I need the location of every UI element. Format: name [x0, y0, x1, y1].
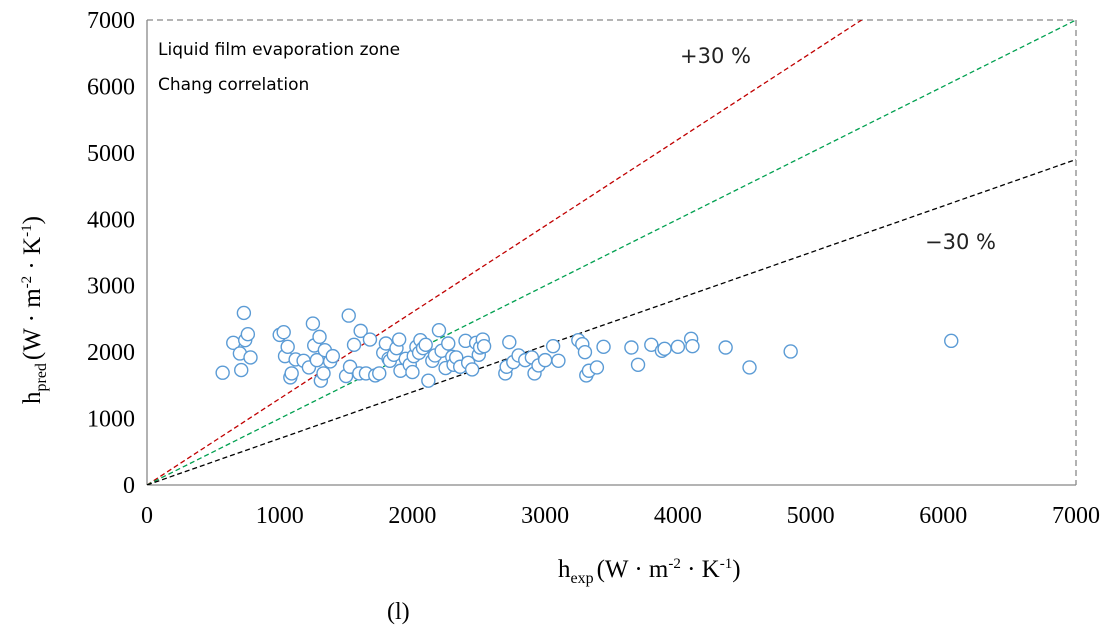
minus-30-label: −30 % [925, 230, 996, 254]
x-axis-title-close: ) [732, 556, 740, 583]
data-points [215, 305, 959, 388]
data-point-92 [630, 357, 646, 372]
y-axis-title: hpred (W · m-2 · K-1) [19, 216, 50, 404]
y-tick-label-4: 4000 [87, 207, 135, 233]
x-axis-title-base: h [558, 556, 571, 583]
data-point-11 [280, 339, 295, 355]
x-axis-title-sub: exp [571, 570, 594, 587]
data-point-99 [718, 340, 733, 355]
data-point-101 [783, 344, 798, 359]
data-point-46 [405, 364, 420, 380]
data-point-71 [476, 338, 492, 354]
x-tick-label-4: 4000 [654, 503, 702, 529]
x-tick-label-5: 5000 [787, 503, 835, 529]
data-point-33 [362, 332, 378, 347]
data-point-0 [215, 365, 230, 380]
x-tick-label-0: 0 [141, 503, 153, 529]
y-axis-title-exp1: -2 [19, 276, 35, 289]
data-point-27 [341, 308, 356, 323]
x-tick-label-2: 2000 [388, 503, 436, 529]
plus-30-label: +30 % [680, 44, 751, 68]
data-point-35 [372, 366, 387, 381]
x-tick-marks: 0 1000 2000 3000 4000 5000 6000 7000 [141, 503, 1100, 529]
data-point-6 [240, 327, 256, 342]
data-point-7 [243, 350, 258, 365]
y-axis-title-base: h [19, 391, 46, 404]
y-tick-marks: 0 1000 2000 3000 4000 5000 6000 7000 [87, 8, 135, 499]
data-point-93 [644, 337, 659, 353]
data-point-98 [685, 338, 700, 354]
x-tick-label-6: 6000 [919, 503, 967, 529]
x-axis-title-exp1: -2 [668, 556, 681, 572]
reference-lines [147, 20, 1076, 485]
data-point-56 [431, 323, 447, 338]
y-tick-label-1: 1000 [87, 407, 135, 433]
reference-line-1 [147, 20, 1076, 485]
data-point-66 [464, 362, 480, 377]
data-point-25 [325, 348, 340, 364]
data-point-4 [236, 305, 252, 321]
data-point-89 [589, 360, 605, 375]
data-point-59 [441, 336, 456, 351]
data-point-13 [284, 366, 299, 381]
data-point-86 [577, 344, 593, 360]
data-point-3 [234, 362, 249, 378]
data-point-53 [421, 373, 436, 388]
y-axis-title-close: ) [19, 216, 46, 224]
y-axis-title-mid: · K [19, 237, 46, 276]
annotation-line-1: Liquid film evaporation zone [158, 40, 400, 60]
x-axis-title-mid: · K [681, 556, 720, 583]
y-tick-label-6: 6000 [87, 74, 135, 100]
y-tick-label-7: 7000 [87, 8, 135, 34]
y-tick-label-3: 3000 [87, 274, 135, 300]
data-point-74 [502, 334, 517, 350]
y-axis-title-unit: (W · m [19, 288, 46, 360]
data-point-96 [670, 339, 686, 355]
panel-label: (l) [387, 599, 410, 625]
data-point-22 [316, 366, 331, 381]
data-point-29 [346, 337, 362, 353]
x-axis-title: hexp (W · m-2 · K-1) [558, 556, 741, 587]
y-axis-title-exp2: -1 [19, 224, 35, 237]
data-point-90 [596, 339, 611, 355]
data-point-81 [537, 352, 553, 368]
data-point-102 [944, 333, 959, 349]
data-point-83 [551, 353, 566, 368]
reference-line-2 [147, 158, 1076, 485]
data-point-9 [276, 325, 291, 340]
data-point-42 [391, 332, 407, 347]
x-tick-label-1: 1000 [256, 503, 304, 529]
data-point-91 [624, 340, 639, 355]
x-axis-title-exp2: -1 [720, 556, 733, 572]
data-point-31 [353, 323, 368, 339]
data-point-95 [657, 341, 672, 357]
data-point-100 [742, 360, 757, 375]
data-point-17 [305, 316, 321, 331]
data-point-82 [545, 338, 561, 354]
y-tick-label-0: 0 [123, 473, 135, 499]
x-tick-label-3: 3000 [521, 503, 569, 529]
y-axis-title-sub: pred [33, 363, 50, 391]
reference-line-0 [147, 20, 863, 485]
y-tick-label-5: 5000 [87, 141, 135, 167]
data-point-20 [312, 329, 327, 345]
annotation-line-2: Chang correlation [158, 75, 309, 95]
x-axis-title-unit: (W · m [597, 556, 669, 583]
y-tick-label-2: 2000 [87, 340, 135, 366]
data-point-52 [418, 337, 433, 353]
x-tick-label-7: 7000 [1052, 503, 1100, 529]
